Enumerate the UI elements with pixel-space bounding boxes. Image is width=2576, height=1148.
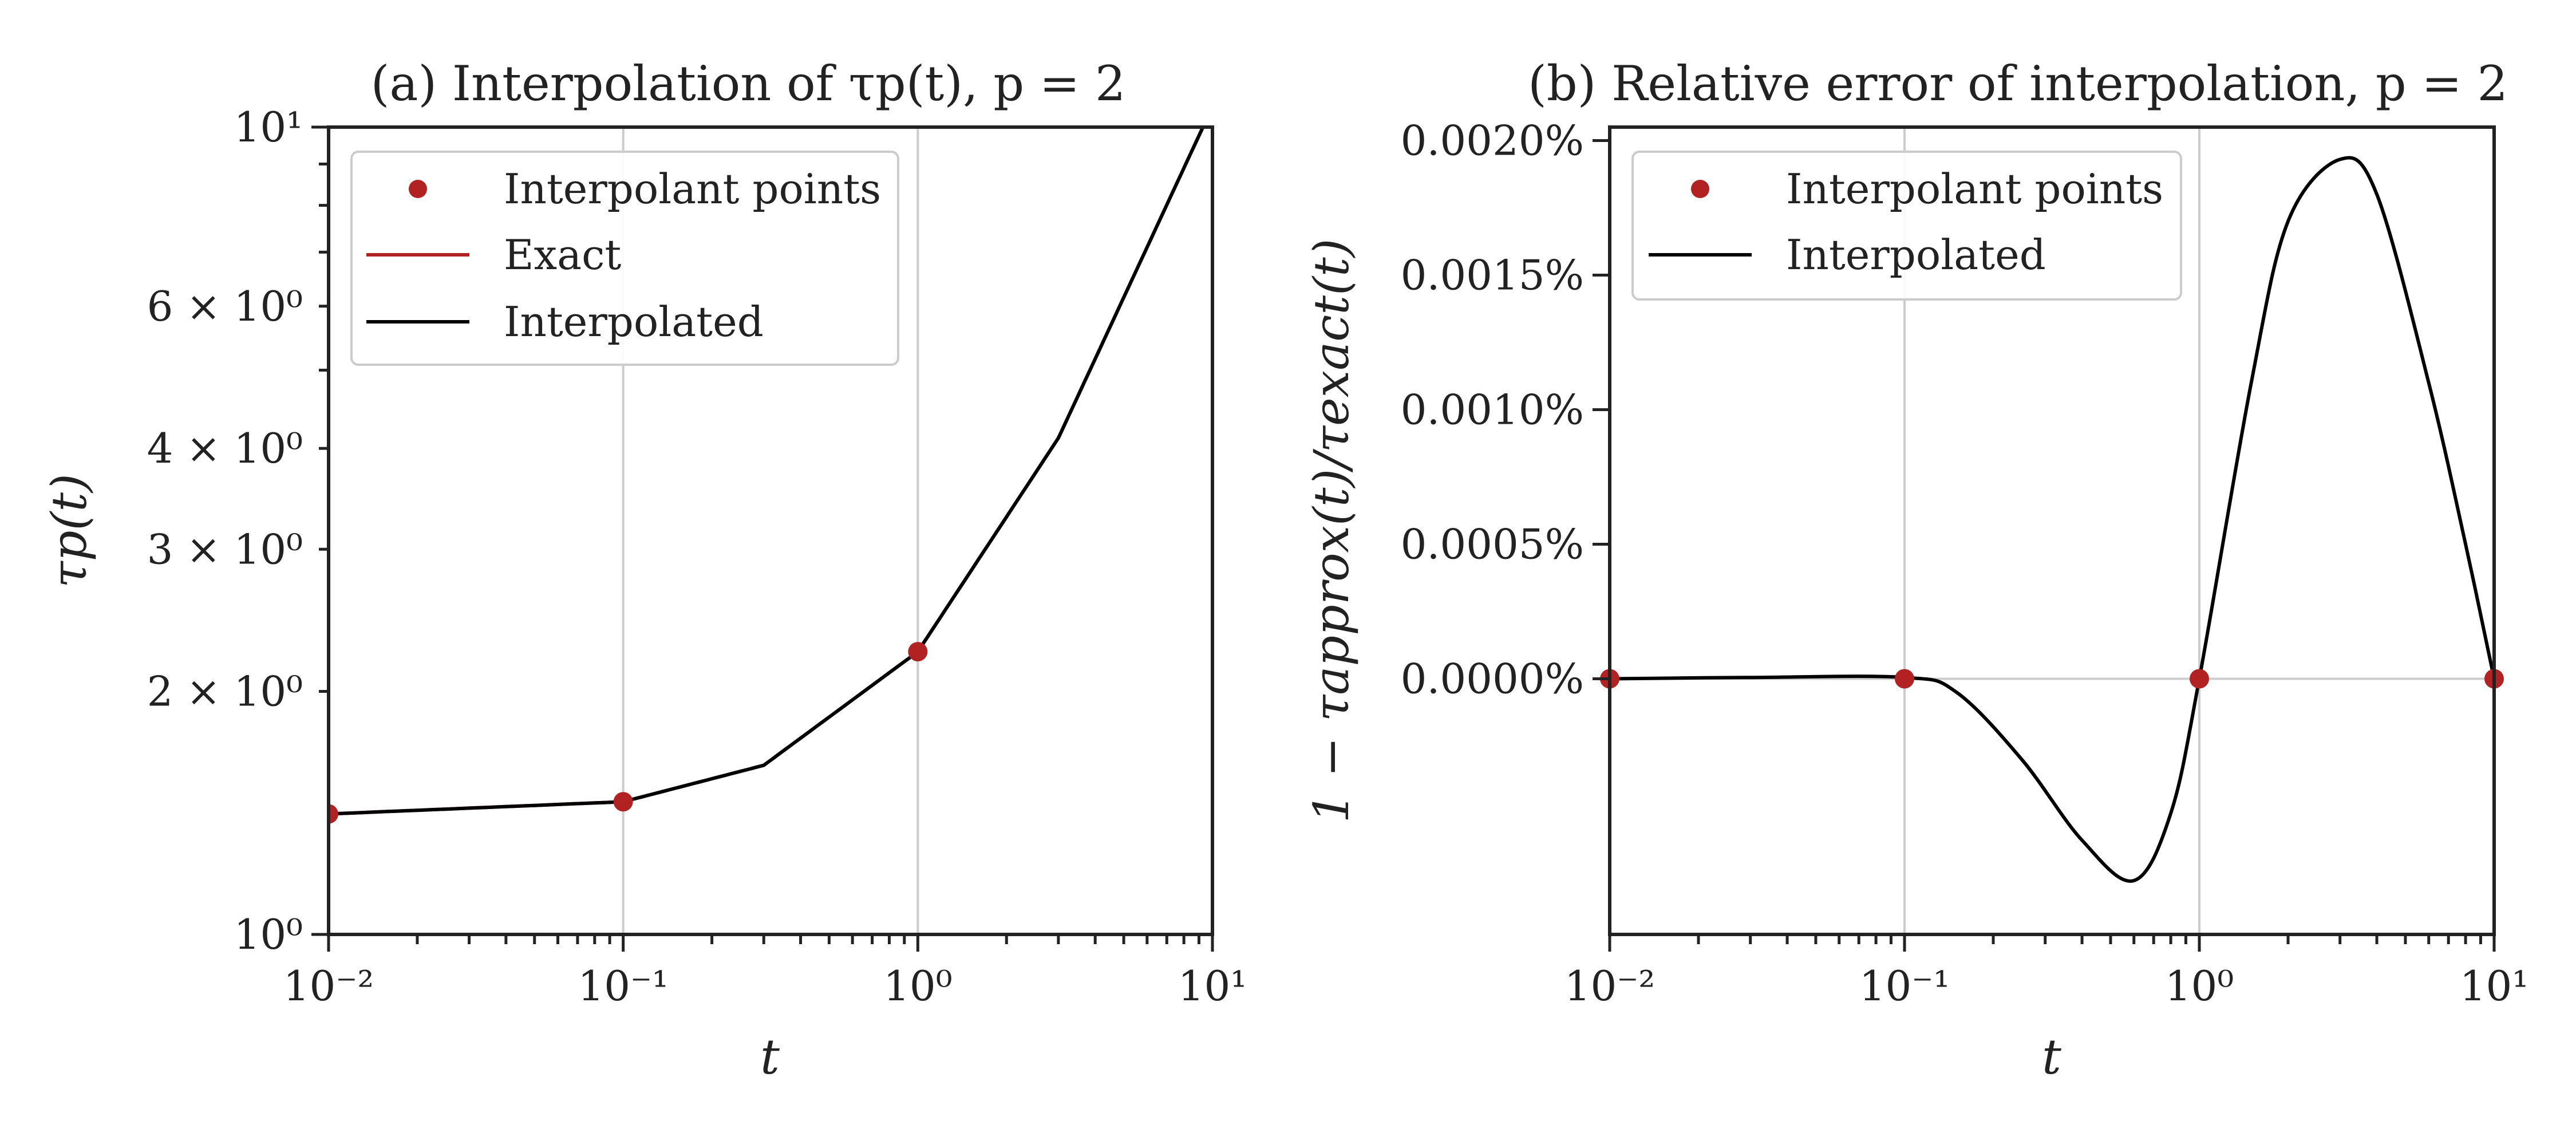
panel-a-legend-box: [350, 151, 899, 366]
legend-marker-points: [409, 180, 427, 198]
y-tick-label: 10¹: [234, 103, 303, 151]
x-tick-label: 10⁻²: [283, 962, 374, 1010]
x-tick-label: 10¹: [2460, 962, 2528, 1010]
panel-a-ticks: 10⁻² 10⁻¹ 10⁰ 10¹ 10⁰ 2 × 10⁰ 3 × 10⁰ 4 × 10⁰ 6 …: [147, 103, 1247, 1010]
panel-b: (b) Relative error of interpolation, p =…: [1303, 56, 2528, 1085]
panel-b-legend-interpolated: Interpolated: [1786, 231, 2046, 279]
x-tick-label: 10¹: [1178, 962, 1247, 1010]
y-tick-label: 0.0010%: [1401, 386, 1584, 434]
x-tick-label: 10⁻²: [1564, 962, 1655, 1010]
panel-a-legend-points: Interpolant points: [504, 165, 881, 213]
y-tick-label: 10⁰: [234, 910, 303, 958]
x-tick-label: 10⁰: [883, 962, 952, 1010]
x-tick-label: 10⁻¹: [1859, 962, 1950, 1010]
y-tick-label: 0.0020%: [1401, 117, 1584, 165]
panel-b-ylabel: 1 − τapprox(t)/τexact(t): [1303, 239, 1360, 823]
legend-marker-points: [1691, 180, 1709, 198]
panel-b-frame: [1608, 125, 2496, 936]
panel-a-legend-exact: Exact: [504, 231, 621, 279]
panel-a-data: [329, 127, 1205, 824]
x-tick-label: 10⁰: [2165, 962, 2234, 1010]
panel-b-xlabel: t: [2042, 1029, 2061, 1085]
interpolant-point: [1895, 669, 1914, 689]
panel-a-frame: [327, 125, 1214, 936]
y-tick-label: 3 × 10⁰: [147, 525, 303, 573]
interpolated-error-line: [1609, 156, 2496, 883]
panel-b-ticks: 10⁻² 10⁻¹ 10⁰ 10¹ 0.0000% 0.0005% 0.0010% 0.001…: [1401, 117, 2529, 1011]
y-tick-label: 2 × 10⁰: [147, 668, 303, 716]
interpolated-line: [329, 127, 1205, 816]
panel-a-title: (a) Interpolation of τp(t), p = 2: [371, 56, 1126, 112]
panel-a-ylabel: τp(t): [41, 474, 97, 588]
panel-b-legend-box: [1631, 151, 2182, 301]
panel-a-legend-interpolated: Interpolated: [504, 298, 764, 346]
interpolant-point: [613, 792, 633, 812]
interpolant-point: [329, 804, 338, 824]
y-tick-label: 0.0000%: [1401, 655, 1584, 703]
interpolant-point: [2190, 669, 2209, 689]
interpolant-point: [908, 642, 928, 662]
panel-b-legend-points: Interpolant points: [1786, 165, 2163, 213]
y-tick-label: 0.0015%: [1401, 251, 1584, 299]
panel-a-legend: Interpolant points Exact Interpolated: [350, 151, 899, 366]
x-tick-label: 10⁻¹: [578, 962, 668, 1010]
panel-b-legend: Interpolant points Interpolated: [1631, 151, 2182, 301]
panel-b-title: (b) Relative error of interpolation, p =…: [1528, 56, 2508, 112]
y-tick-label: 4 × 10⁰: [147, 424, 303, 472]
panel-a: (a) Interpolation of τp(t), p = 2 10⁻² 10…: [41, 56, 1247, 1085]
panel-a-xlabel: t: [760, 1029, 780, 1085]
y-tick-label: 0.0005%: [1401, 520, 1584, 569]
y-tick-label: 6 × 10⁰: [147, 282, 303, 330]
